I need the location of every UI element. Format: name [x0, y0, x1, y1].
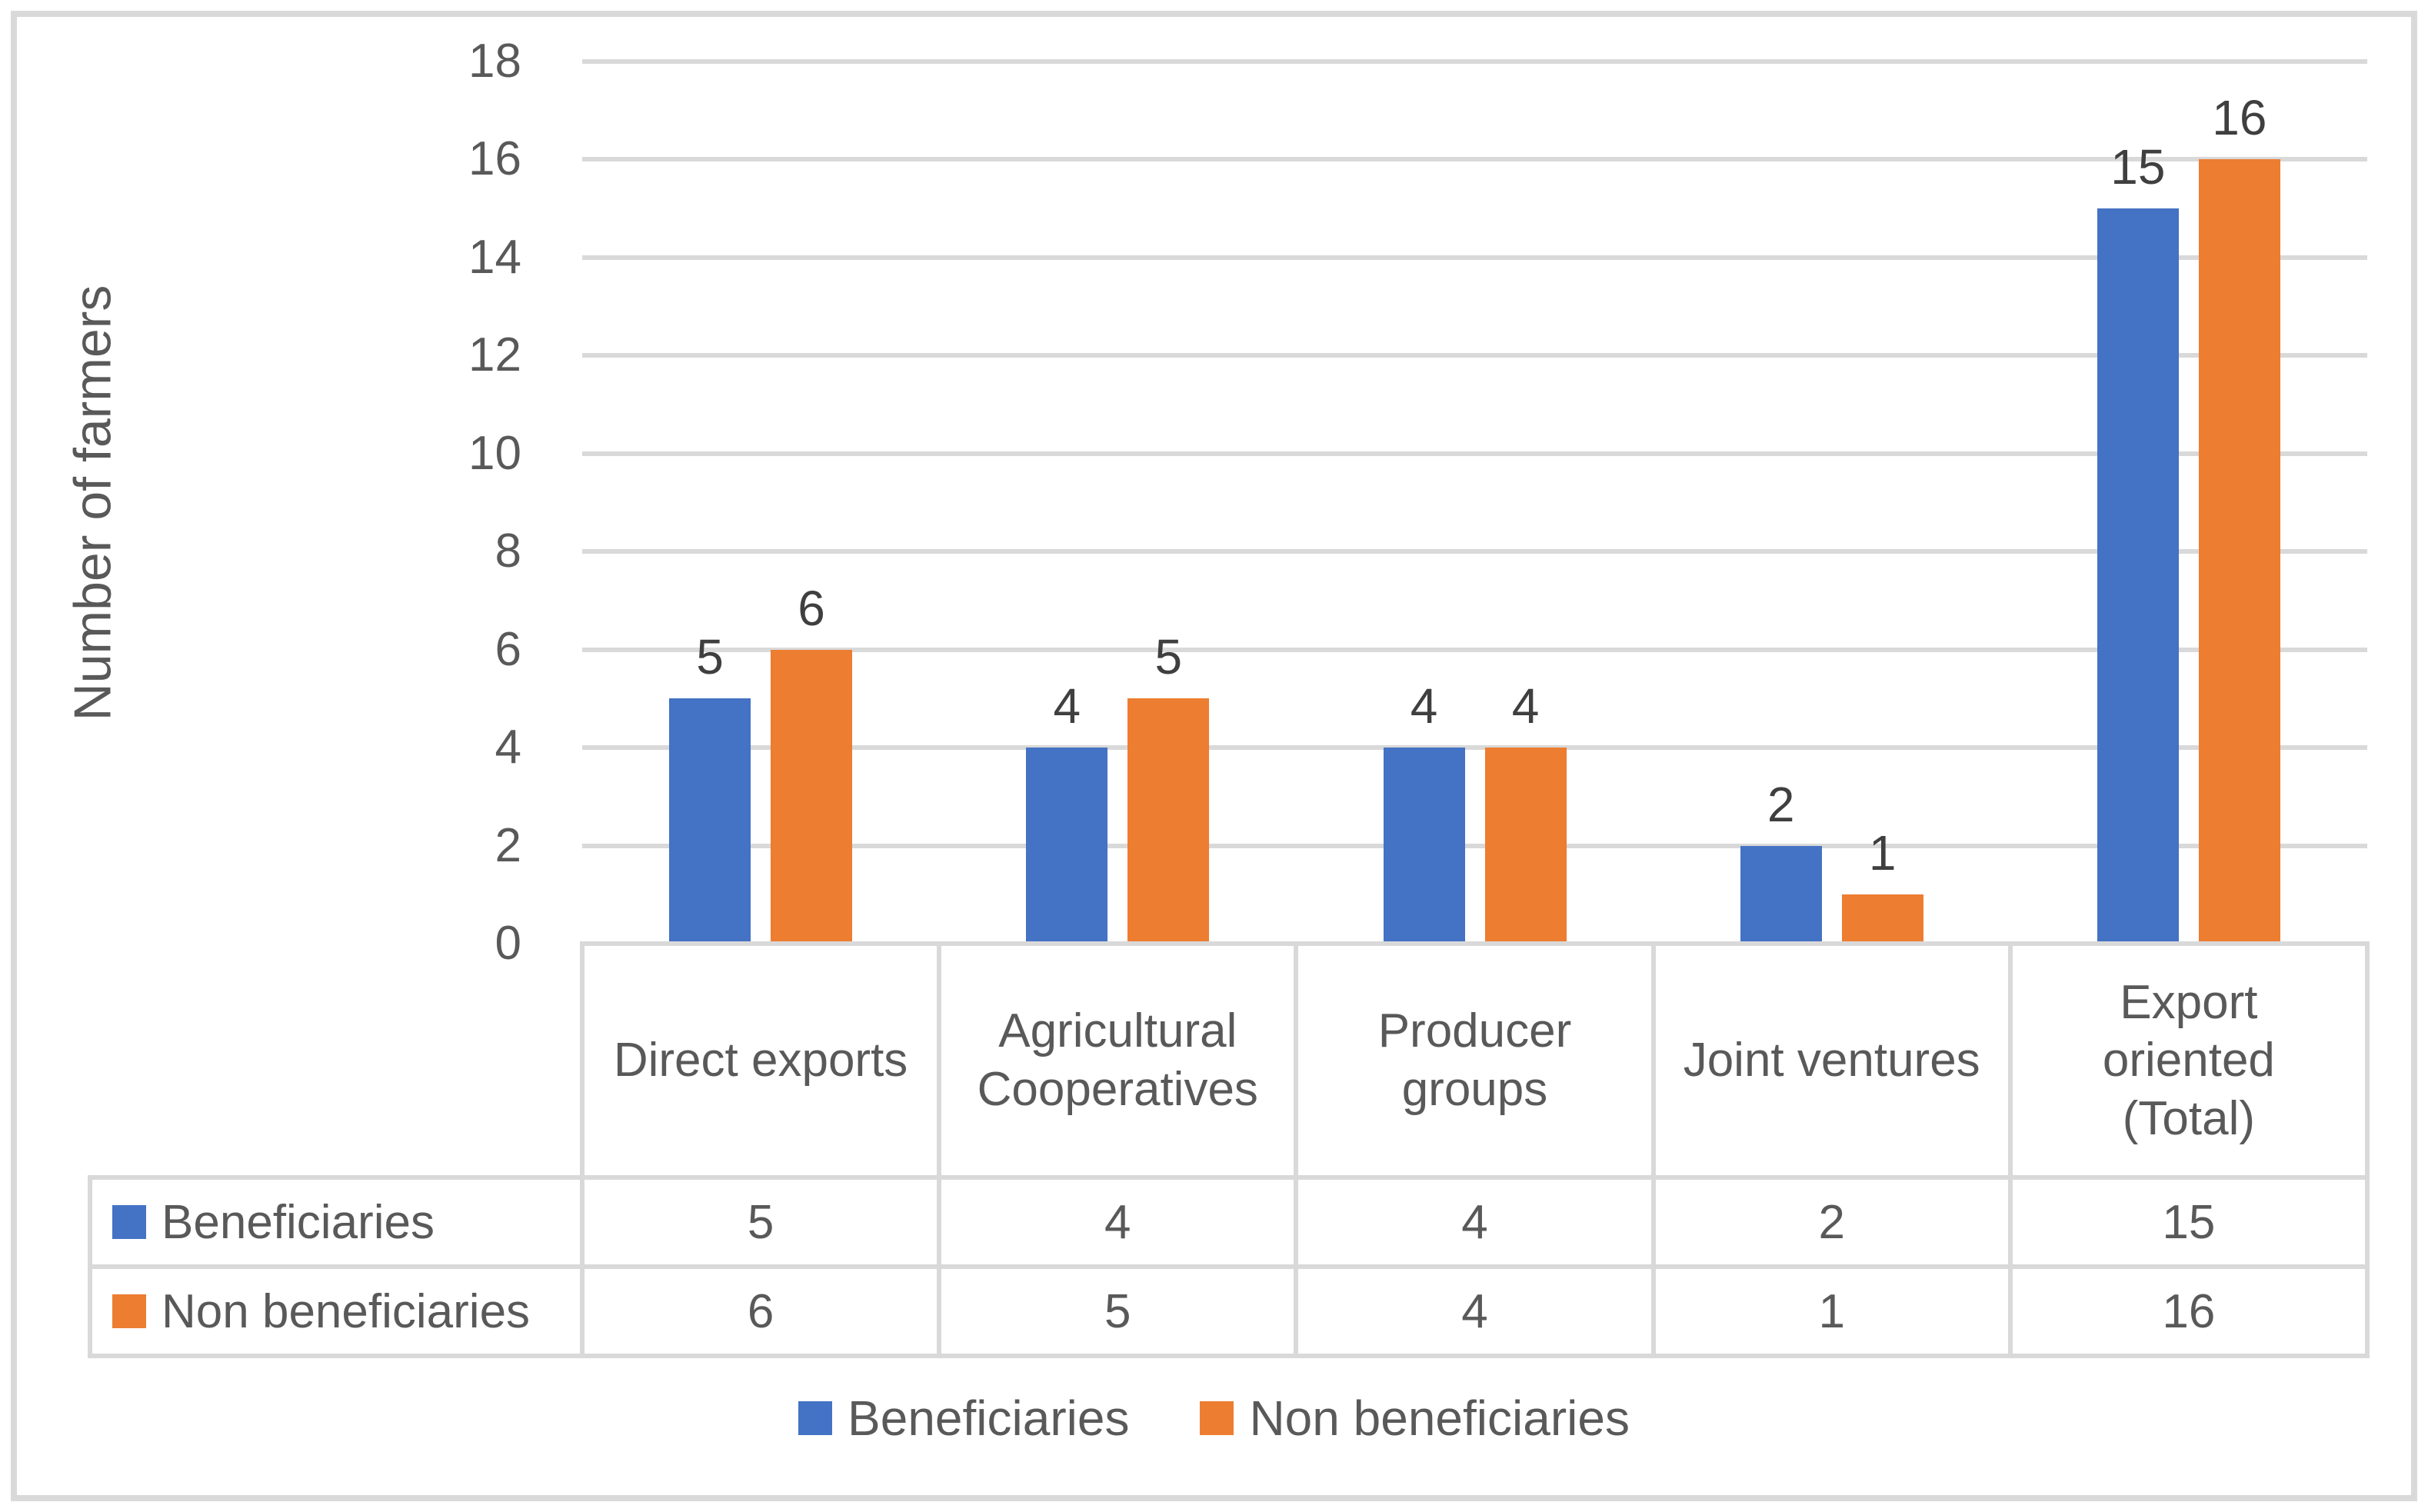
y-tick-label: 16: [468, 132, 521, 186]
table-category-header: Agricultural Cooperatives: [977, 1004, 1258, 1116]
table-row-header: Beneficiaries: [92, 1180, 580, 1264]
legend-entry-beneficiaries: Beneficiaries: [798, 1390, 1129, 1447]
bar-non-beneficiaries: [2198, 159, 2280, 944]
legend-swatch-icon: [798, 1401, 833, 1435]
bar-value-label: 2: [1767, 776, 1795, 832]
y-tick-label: 2: [495, 818, 521, 872]
series-name-label: Non beneficiaries: [162, 1284, 531, 1338]
bar-value-label: 4: [1053, 678, 1081, 734]
gridline: [582, 451, 2367, 456]
y-tick-label: 6: [495, 622, 521, 676]
y-tick-label: 8: [495, 525, 521, 578]
legend-swatch-icon: [1200, 1401, 1234, 1435]
table-category-header: Joint ventures: [1683, 1034, 1980, 1087]
y-tick-label: 0: [495, 917, 521, 970]
table-value-cell: 15: [2162, 1195, 2216, 1249]
gridline: [582, 353, 2367, 358]
bar-value-label: 5: [1154, 629, 1183, 685]
bar-value-label: 4: [1410, 678, 1438, 734]
gridline: [582, 647, 2367, 652]
table-value-cell: 6: [747, 1284, 774, 1338]
bar-value-label: 16: [2212, 90, 2267, 146]
table-value-cell: 16: [2162, 1284, 2216, 1338]
table-value-cell: 4: [1461, 1284, 1488, 1338]
y-tick-label: 4: [495, 721, 521, 774]
table-border-v: [580, 941, 585, 1358]
bar-value-label: 6: [798, 580, 825, 636]
table-border-h: [88, 1354, 2370, 1358]
bar-value-label: 4: [1511, 678, 1540, 734]
bar-beneficiaries: [2097, 208, 2179, 944]
bar-beneficiaries: [1740, 845, 1822, 944]
bar-value-label: 1: [1868, 825, 1897, 881]
bar-non-beneficiaries: [1127, 698, 1210, 944]
gridline: [582, 59, 2367, 64]
table-border-v: [2007, 941, 2013, 1358]
bar-non-beneficiaries: [1841, 894, 1923, 944]
y-tick-label: 14: [468, 230, 521, 284]
y-axis-title: Number of farmers: [63, 285, 122, 721]
table-border-v: [88, 1175, 92, 1358]
y-tick-label: 12: [468, 328, 521, 382]
bar-non-beneficiaries: [1484, 748, 1567, 944]
table-category-header: Direct exports: [613, 1034, 908, 1087]
gridline: [582, 255, 2367, 260]
table-value-cell: 4: [1104, 1195, 1131, 1249]
legend-key-non-beneficiaries: [112, 1294, 146, 1328]
legend-label: Non beneficiaries: [1249, 1390, 1630, 1446]
bar-beneficiaries: [1383, 748, 1465, 944]
figure-border: [11, 11, 2417, 1501]
table-border-v: [1650, 941, 1656, 1358]
bar-non-beneficiaries: [771, 649, 853, 944]
bar-beneficiaries: [669, 698, 751, 944]
legend-key-beneficiaries: [112, 1205, 146, 1239]
legend-entry-non-beneficiaries: Non beneficiaries: [1200, 1390, 1630, 1447]
table-border-h: [580, 941, 2370, 946]
table-border-v: [2365, 941, 2370, 1358]
y-axis-title-area: Number of farmers: [46, 62, 138, 944]
gridline: [582, 843, 2367, 848]
table-category-header: Producer groups: [1377, 1004, 1572, 1116]
chart-legend: Beneficiaries Non beneficiaries: [0, 1383, 2428, 1454]
table-value-cell: 2: [1818, 1195, 1845, 1249]
table-value-cell: 5: [747, 1195, 774, 1249]
bar-value-label: 5: [696, 629, 724, 685]
gridline: [582, 549, 2367, 555]
bar-beneficiaries: [1026, 748, 1108, 944]
bar-value-label: 15: [2110, 139, 2166, 195]
legend-label: Beneficiaries: [848, 1390, 1130, 1446]
table-border-v: [1294, 941, 1299, 1358]
gridline: [582, 157, 2367, 162]
table-value-cell: 5: [1104, 1284, 1131, 1338]
table-border-h: [88, 1175, 2370, 1180]
table-border-h: [88, 1264, 2370, 1269]
table-category-header: Export oriented (Total): [2102, 975, 2275, 1145]
table-border-v: [937, 941, 942, 1358]
series-name-label: Beneficiaries: [162, 1195, 435, 1249]
y-tick-label: 10: [468, 426, 521, 480]
table-row-header: Non beneficiaries: [92, 1269, 580, 1354]
gridline: [582, 745, 2367, 751]
table-value-cell: 1: [1818, 1284, 1845, 1338]
y-tick-label: 18: [468, 35, 521, 88]
table-value-cell: 4: [1461, 1195, 1488, 1249]
